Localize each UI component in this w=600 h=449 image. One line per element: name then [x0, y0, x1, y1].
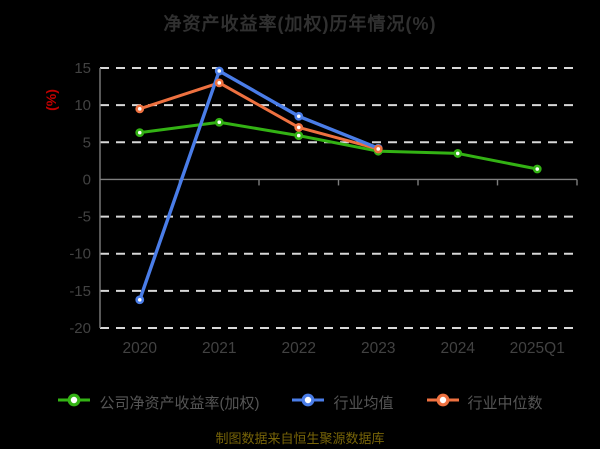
x-tick-label: 2020: [123, 340, 158, 357]
data-point: [532, 164, 542, 174]
series-line-0: [138, 120, 539, 171]
series-line-1: [138, 69, 380, 302]
legend-label: 行业中位数: [467, 394, 543, 412]
x-tick-label: 2022: [282, 340, 316, 357]
data-point: [135, 295, 145, 305]
y-tick-label: 0: [83, 171, 91, 188]
data-point: [214, 78, 224, 88]
chart-title: 净资产收益率(加权)历年情况(%): [163, 14, 437, 34]
y-tick-label: 15: [74, 60, 91, 77]
legend-marker-blue-icon: [291, 392, 325, 413]
data-point: [453, 149, 463, 158]
legend-item-company-roe[interactable]: 公司净资产收益率(加权): [57, 392, 259, 413]
y-tick-label: 10: [74, 97, 91, 114]
x-tick-label: 2025Q1: [510, 340, 565, 357]
legend-label: 公司净资产收益率(加权): [99, 394, 260, 412]
data-point: [135, 128, 145, 138]
data-source-note: 制图数据来自恒生聚源数据库: [215, 431, 385, 446]
y-tick-label: -10: [69, 246, 91, 263]
series-line-2: [138, 81, 380, 151]
legend-marker-green-icon: [57, 392, 91, 413]
data-point: [373, 144, 383, 154]
data-point: [294, 111, 304, 121]
data-point: [294, 131, 304, 140]
x-tick-label: 2024: [441, 340, 476, 357]
legend-label: 行业均值: [333, 394, 394, 412]
legend: 公司净资产收益率(加权) 行业均值 行业中位数: [0, 388, 600, 416]
legend-item-industry-median[interactable]: 行业中位数: [426, 392, 543, 413]
y-tick-label: 5: [83, 134, 91, 151]
y-tick-label: -5: [78, 209, 91, 226]
data-point: [135, 104, 145, 114]
x-tick-label: 2021: [202, 340, 236, 357]
data-point: [214, 117, 224, 127]
data-point: [294, 123, 304, 132]
legend-item-industry-mean[interactable]: 行业均值: [291, 392, 394, 413]
data-point: [214, 66, 224, 76]
x-tick-label: 2023: [361, 340, 395, 357]
legend-marker-orange-icon: [426, 392, 460, 413]
y-tick-label: -15: [69, 283, 91, 300]
y-tick-label: -20: [69, 320, 91, 337]
